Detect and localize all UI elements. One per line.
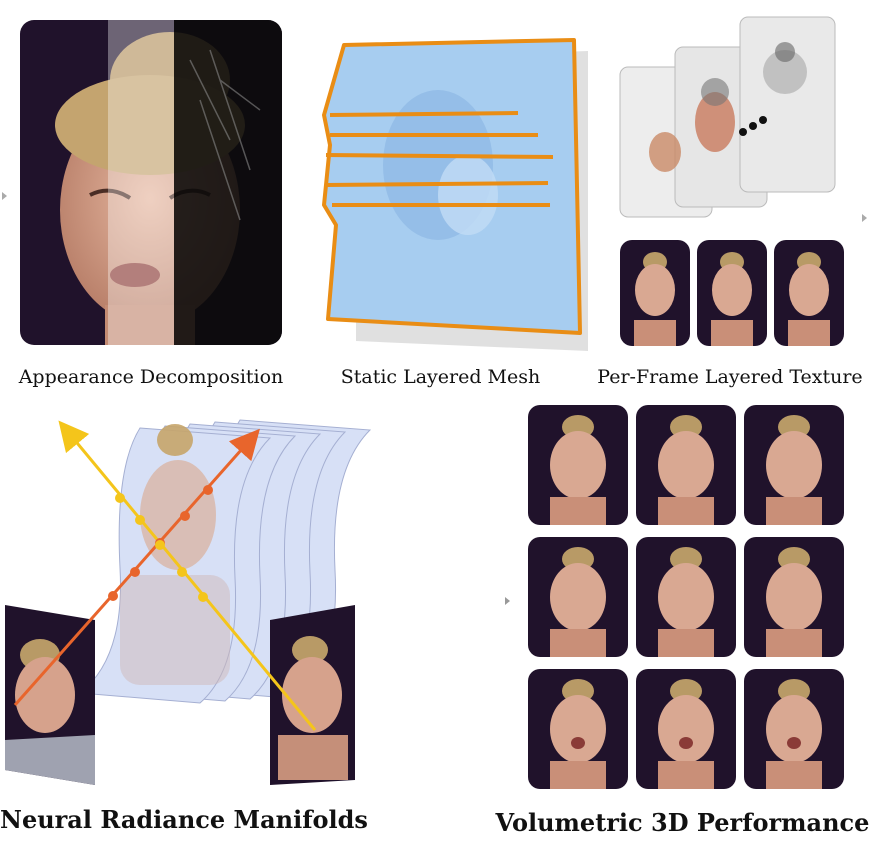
appearance-caption: Appearance Decomposition	[18, 366, 284, 388]
texture-frame-3	[774, 240, 844, 346]
mesh-caption: Static Layered Mesh	[340, 366, 541, 388]
performance-frame-4	[528, 537, 628, 657]
texture-layers-image	[619, 16, 836, 218]
mid-marker-icon	[505, 590, 511, 609]
manifolds-image	[5, 419, 372, 785]
right-camera-image	[270, 605, 355, 785]
right-marker-icon	[862, 207, 868, 226]
texture-frames-row	[620, 240, 850, 346]
appearance-decomposition-panel	[20, 20, 282, 345]
radiance-manifolds-panel	[0, 410, 380, 785]
appearance-face-image	[20, 20, 282, 345]
performance-frame-1	[528, 405, 628, 525]
performance-frame-9	[744, 669, 844, 789]
performance-frame-2	[636, 405, 736, 525]
manifolds-caption: Neural Radiance Manifolds	[0, 805, 368, 834]
performance-frame-6	[744, 537, 844, 657]
layered-mesh-image	[322, 38, 588, 351]
texture-frame-1	[620, 240, 690, 346]
texture-frame-2	[697, 240, 767, 346]
layered-mesh-panel	[318, 35, 588, 355]
performance-frame-5	[636, 537, 736, 657]
texture-caption: Per-Frame Layered Texture	[597, 366, 863, 388]
performance-caption: Volumetric 3D Performance	[495, 808, 870, 837]
performance-frame-7	[528, 669, 628, 789]
layered-texture-panel	[615, 12, 845, 227]
left-marker-icon	[2, 185, 8, 204]
performance-grid	[528, 405, 844, 789]
performance-frame-8	[636, 669, 736, 789]
left-camera-image	[5, 605, 95, 785]
performance-frame-3	[744, 405, 844, 525]
